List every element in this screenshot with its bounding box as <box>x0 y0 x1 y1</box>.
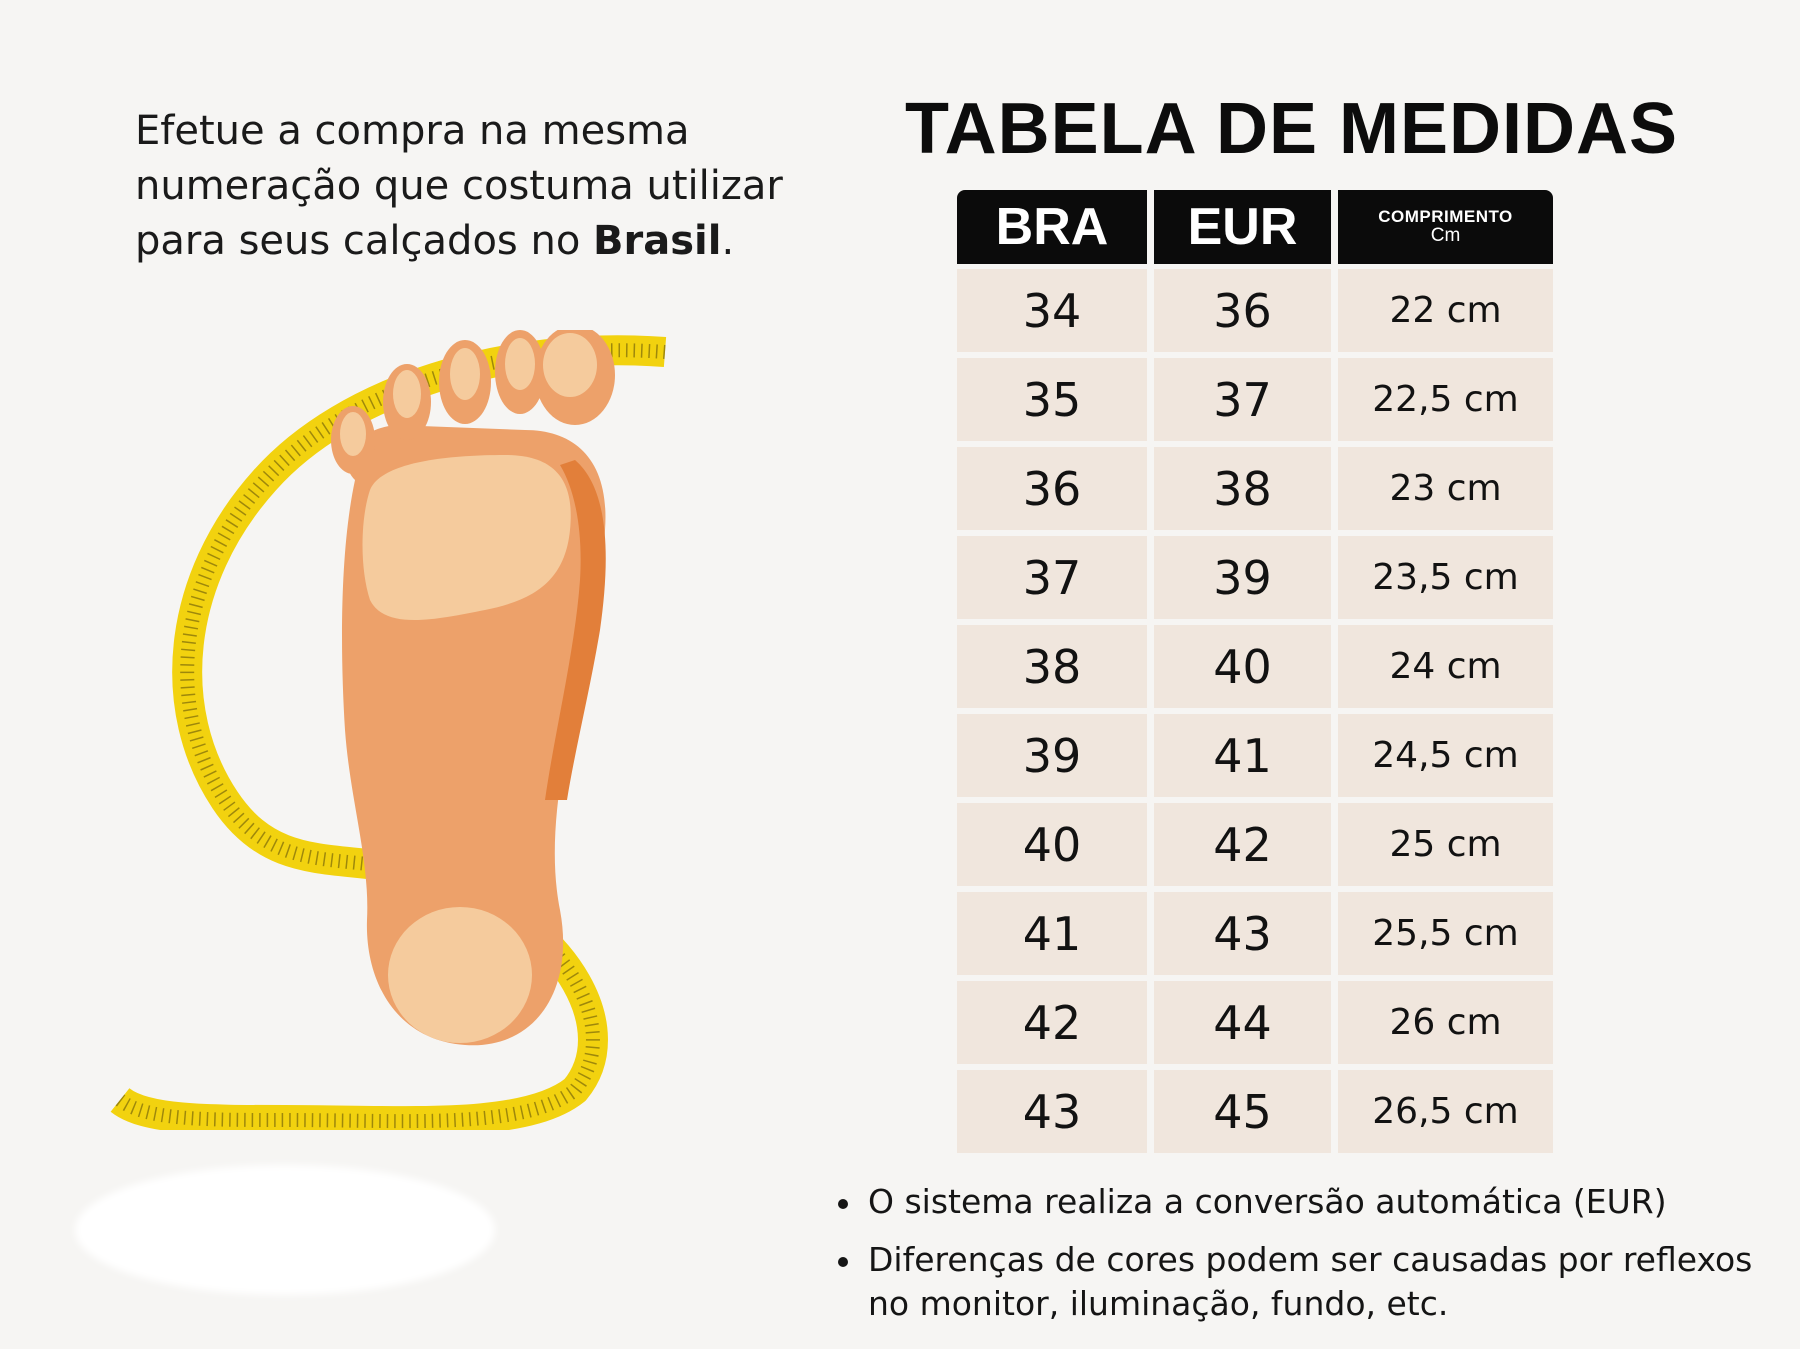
note-item: O sistema realiza a conversão automática… <box>830 1180 1780 1224</box>
table-cell-eur: 44 <box>1154 981 1331 1064</box>
table-cell-cm: 24 cm <box>1338 625 1553 708</box>
foot-sole-icon <box>331 330 615 1046</box>
header-bra: BRA <box>957 190 1147 264</box>
foot-measuring-tape-illustration <box>110 330 667 1130</box>
intro-text-after: . <box>721 218 735 264</box>
table-cell-bra: 34 <box>957 269 1147 352</box>
table-cell-eur: 38 <box>1154 447 1331 530</box>
header-length-label: COMPRIMENTO <box>1378 207 1513 227</box>
notes-list: O sistema realiza a conversão automática… <box>830 1180 1780 1340</box>
table-cell-eur: 45 <box>1154 1070 1331 1153</box>
table-cell-eur: 40 <box>1154 625 1331 708</box>
table-cell-bra: 37 <box>957 536 1147 619</box>
intro-text-before: Efetue a compra na mesma numeração que c… <box>135 108 783 264</box>
table-cell-bra: 36 <box>957 447 1147 530</box>
table-cell-eur: 36 <box>1154 269 1331 352</box>
table-cell-eur: 39 <box>1154 536 1331 619</box>
table-cell-eur: 43 <box>1154 892 1331 975</box>
table-cell-cm: 26,5 cm <box>1338 1070 1553 1153</box>
table-cell-cm: 25 cm <box>1338 803 1553 886</box>
table-cell-bra: 39 <box>957 714 1147 797</box>
table-cell-eur: 42 <box>1154 803 1331 886</box>
table-cell-cm: 22 cm <box>1338 269 1553 352</box>
table-cell-bra: 35 <box>957 358 1147 441</box>
table-cell-bra: 41 <box>957 892 1147 975</box>
header-length-unit: Cm <box>1430 224 1461 246</box>
intro-bold-country: Brasil <box>593 218 722 264</box>
intro-text: Efetue a compra na mesma numeração que c… <box>135 104 795 269</box>
white-blot <box>75 1165 495 1295</box>
table-cell-cm: 26 cm <box>1338 981 1553 1064</box>
page-title: TABELA DE MEDIDAS <box>905 89 1678 169</box>
size-table: BRA EUR COMPRIMENTO Cm 34 36 22 cm 35 37 22,5… <box>957 190 1553 1157</box>
table-cell-eur: 37 <box>1154 358 1331 441</box>
table-cell-cm: 23 cm <box>1338 447 1553 530</box>
table-cell-bra: 38 <box>957 625 1147 708</box>
table-cell-cm: 24,5 cm <box>1338 714 1553 797</box>
table-cell-bra: 40 <box>957 803 1147 886</box>
note-item: Diferenças de cores podem ser causadas p… <box>830 1238 1780 1326</box>
header-eur: EUR <box>1154 190 1331 264</box>
table-cell-cm: 23,5 cm <box>1338 536 1553 619</box>
table-cell-cm: 22,5 cm <box>1338 358 1553 441</box>
table-cell-bra: 42 <box>957 981 1147 1064</box>
table-cell-bra: 43 <box>957 1070 1147 1153</box>
table-cell-cm: 25,5 cm <box>1338 892 1553 975</box>
table-cell-eur: 41 <box>1154 714 1331 797</box>
header-length: COMPRIMENTO Cm <box>1338 190 1553 264</box>
